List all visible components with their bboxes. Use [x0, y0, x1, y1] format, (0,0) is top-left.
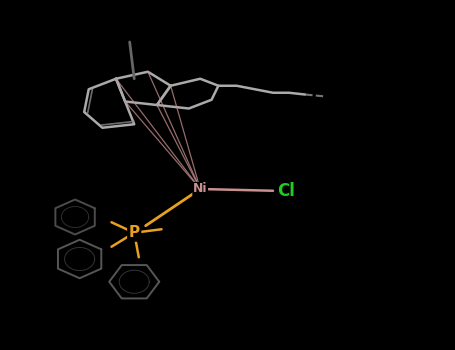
Text: Cl: Cl: [278, 182, 295, 200]
Text: Ni: Ni: [193, 182, 207, 196]
Text: P: P: [129, 225, 140, 240]
